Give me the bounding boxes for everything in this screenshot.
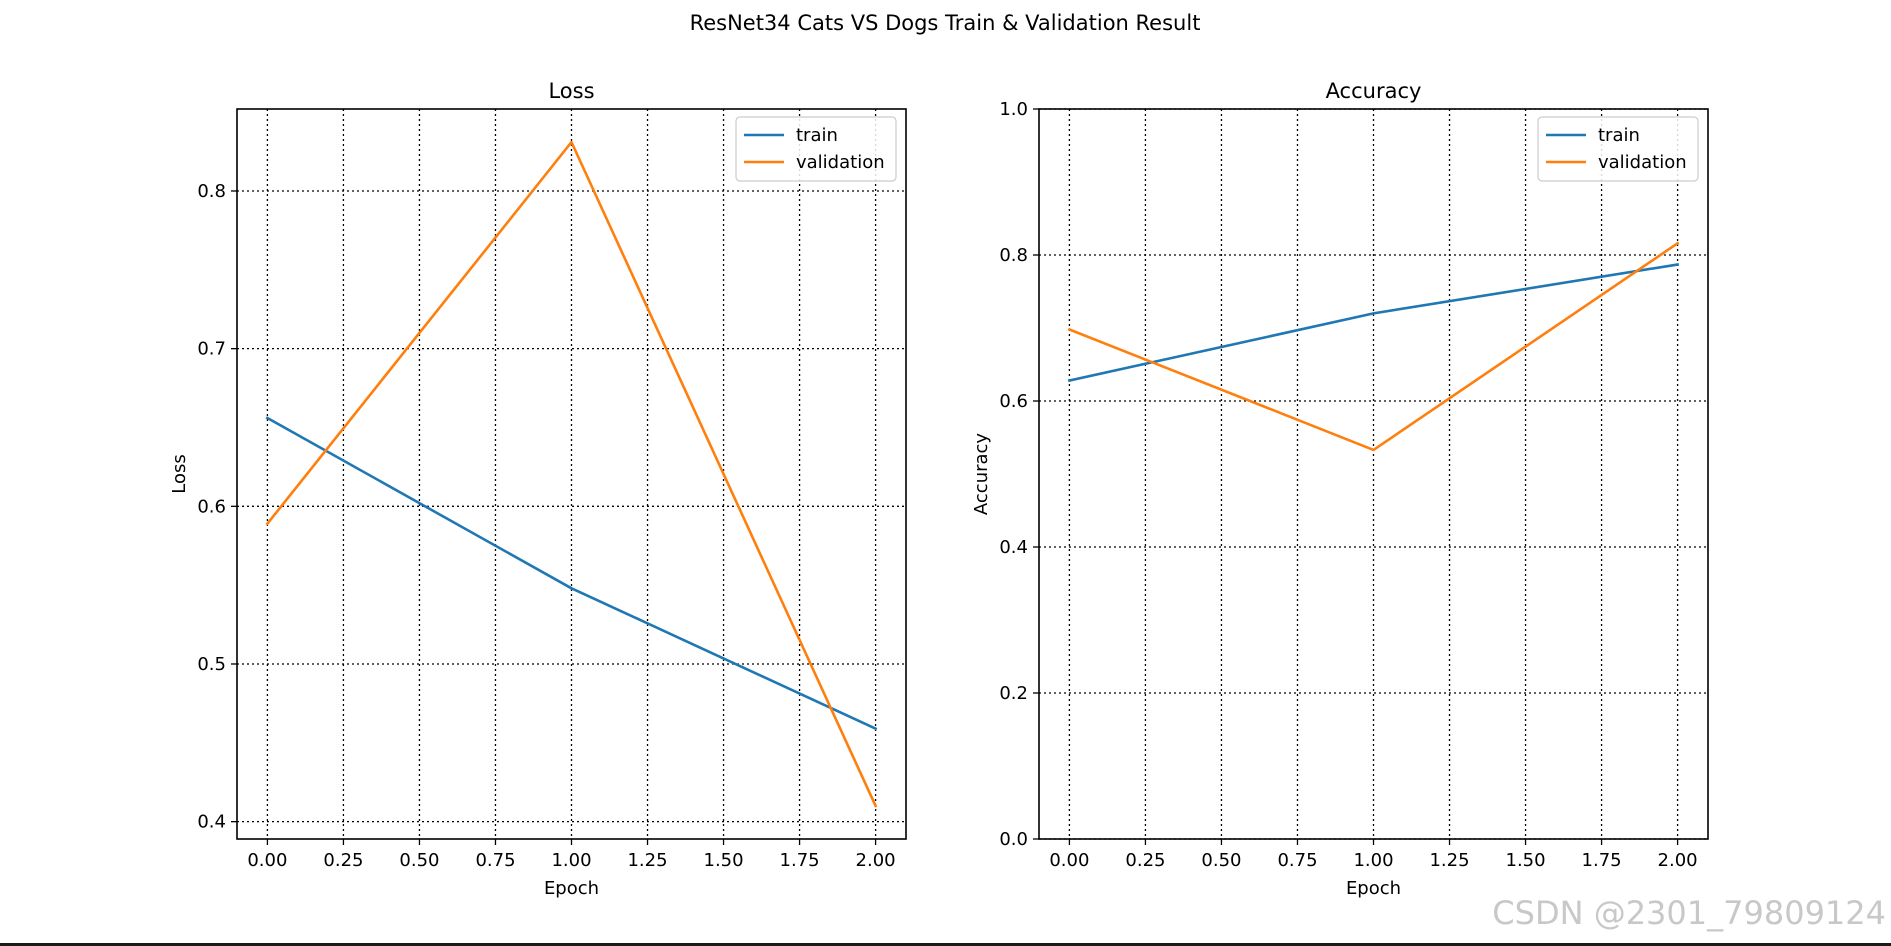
y-axis-label: Loss (169, 454, 190, 493)
y-tick-label: 0.4 (197, 812, 226, 833)
x-tick-label: 0.50 (399, 850, 439, 871)
loss-chart: 0.00 0.25 0.50 0.75 1.00 1.25 1.50 1.75 2.00 0.4 0… (169, 79, 907, 899)
x-tick-label: 0.00 (247, 850, 287, 871)
x-tick-label: 0.50 (1201, 850, 1241, 871)
x-tick-label: 1.00 (551, 850, 591, 871)
x-tick-label: 1.75 (1582, 850, 1622, 871)
y-tick-label: 0.2 (999, 683, 1028, 704)
y-axis-label: Accuracy (971, 433, 992, 516)
y-tick-label: 0.0 (999, 829, 1028, 850)
x-tick-label: 1.75 (780, 850, 820, 871)
x-tick-label: 0.25 (1125, 850, 1165, 871)
y-tick-label: 0.4 (999, 537, 1028, 558)
x-tick-label: 2.00 (1658, 850, 1698, 871)
x-tick-label: 2.00 (856, 850, 896, 871)
figure-title: ResNet34 Cats VS Dogs Train & Validation… (690, 11, 1201, 35)
y-tick-label: 0.6 (999, 391, 1028, 412)
chart-title: Loss (548, 79, 594, 103)
y-tick-label: 0.5 (197, 654, 226, 675)
y-tick-label: 0.8 (999, 245, 1028, 266)
x-axis-label: Epoch (544, 878, 599, 899)
legend-validation-label: validation (796, 152, 885, 173)
x-tick-label: 1.50 (704, 850, 744, 871)
x-tick-label: 0.25 (323, 850, 363, 871)
x-tick-label: 1.50 (1506, 850, 1546, 871)
train-series-line (1067, 263, 1680, 383)
bottom-border (0, 943, 1891, 946)
x-axis-label: Epoch (1346, 878, 1401, 899)
legend-validation-label: validation (1598, 152, 1687, 173)
x-tick-label: 1.25 (1429, 850, 1469, 871)
legend-box (735, 116, 897, 182)
validation-series-line (265, 140, 878, 808)
y-tick-label: 0.6 (197, 496, 226, 517)
accuracy-chart: 0.00 0.25 0.50 0.75 1.00 1.25 1.50 1.75 2.00 0.0 0… (971, 79, 1709, 899)
x-tick-label: 0.75 (475, 850, 515, 871)
y-tick-label: 0.7 (197, 339, 226, 360)
y-tick-label: 1.0 (999, 99, 1028, 120)
watermark: CSDN @2301_79809124 (1492, 894, 1886, 932)
y-tick-label: 0.8 (197, 181, 226, 202)
validation-series-line (1067, 241, 1680, 452)
legend-train-label: train (1598, 125, 1640, 146)
legend-box (1537, 116, 1699, 182)
x-tick-label: 1.00 (1353, 850, 1393, 871)
legend-train-label: train (796, 125, 838, 146)
x-tick-label: 0.75 (1277, 850, 1317, 871)
train-series-line (265, 416, 878, 731)
x-tick-label: 0.00 (1049, 850, 1089, 871)
x-tick-label: 1.25 (627, 850, 667, 871)
chart-title: Accuracy (1326, 79, 1422, 103)
